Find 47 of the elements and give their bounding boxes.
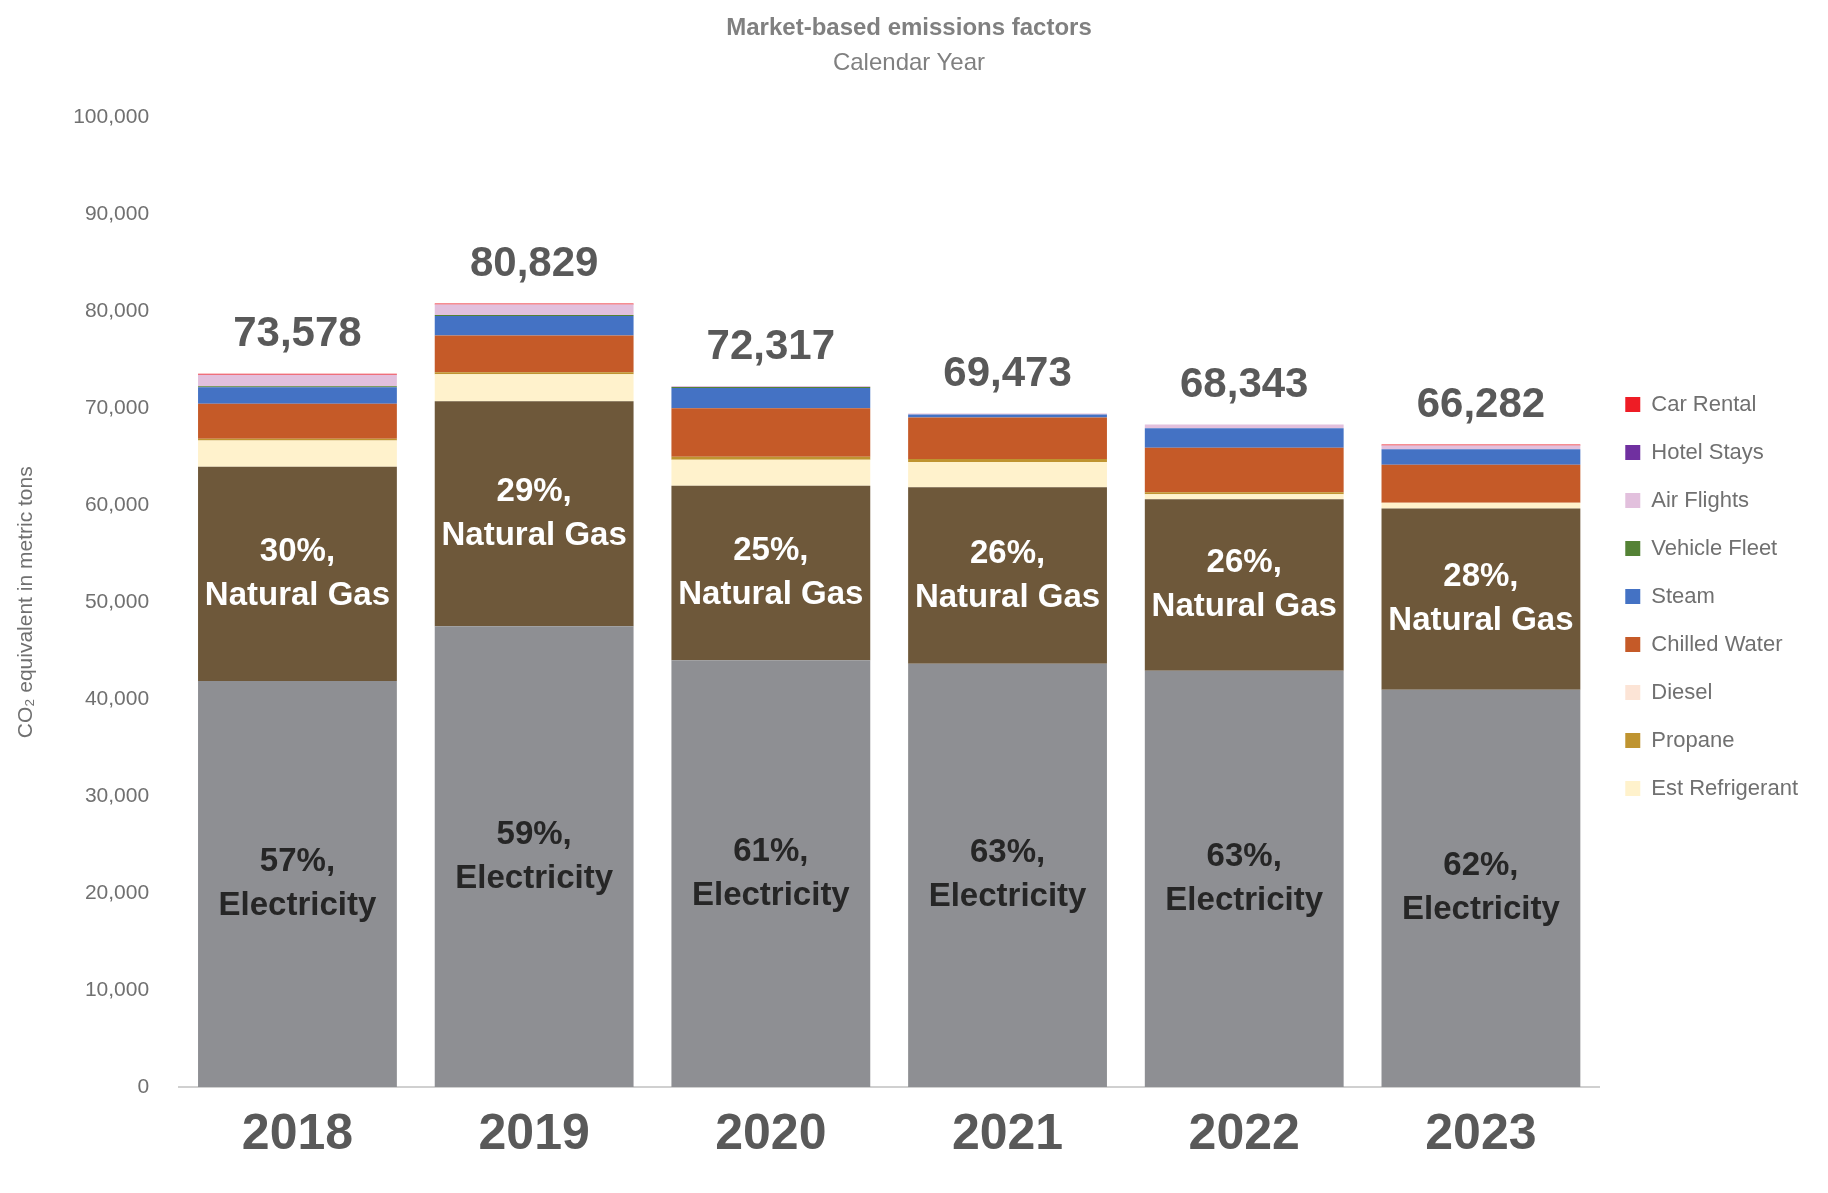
- y-tick-label: 90,000: [84, 201, 150, 225]
- annotation: 30%, Natural Gas: [204, 531, 391, 613]
- legend-label: Steam: [1651, 582, 1715, 608]
- y-tick-label: 60,000: [84, 492, 150, 516]
- chart-title: Market-based emissions factors: [726, 13, 1092, 41]
- total-label: 80,829: [469, 238, 599, 286]
- annotation: 62%, Electricity: [1402, 845, 1561, 927]
- annotation: 29%, Natural Gas: [441, 470, 627, 552]
- legend-label: Air Flights: [1651, 486, 1750, 512]
- legend-label: Hotel Stays: [1651, 438, 1764, 464]
- annotation: 28%, Natural Gas: [1388, 556, 1574, 638]
- total-label: 66,282: [1416, 379, 1546, 427]
- x-tick-label: 2022: [1188, 1103, 1300, 1160]
- x-tick-label: 2021: [951, 1103, 1064, 1160]
- x-tick-label: 2019: [478, 1103, 590, 1160]
- y-tick-label: 30,000: [84, 782, 150, 806]
- chart-subtitle: Calendar Year: [832, 47, 986, 75]
- y-tick-label: 50,000: [84, 589, 150, 613]
- x-tick-label: 2020: [715, 1103, 827, 1160]
- x-tick-label: 2018: [241, 1103, 354, 1160]
- legend-label: Propane: [1651, 726, 1735, 752]
- y-tick-label: 0: [137, 1073, 150, 1097]
- total-label: 69,473: [943, 348, 1072, 396]
- legend-label: Vehicle Fleet: [1651, 534, 1778, 560]
- legend-label: Car Rental: [1651, 390, 1757, 416]
- annotation: 63%, Electricity: [1165, 835, 1324, 917]
- x-tick-label: 2023: [1425, 1103, 1537, 1160]
- y-tick-label: 100,000: [73, 104, 150, 128]
- y-axis-title: CO₂ equivalent in metric tons: [13, 466, 37, 739]
- annotation: 59%, Electricity: [455, 813, 614, 895]
- legend-label: Est Refrigerant: [1651, 774, 1799, 800]
- annotation: 63%, Electricity: [928, 832, 1088, 914]
- annotation: 61%, Electricity: [691, 830, 851, 912]
- total-label: 68,343: [1180, 359, 1309, 407]
- y-tick-label: 20,000: [84, 879, 150, 903]
- legend-label: Diesel: [1651, 678, 1713, 704]
- y-tick-label: 80,000: [84, 298, 150, 322]
- annotation: 26%, Natural Gas: [914, 532, 1101, 614]
- y-tick-label: 40,000: [84, 686, 150, 710]
- y-tick-label: 70,000: [84, 395, 150, 419]
- annotation: 25%, Natural Gas: [678, 530, 864, 612]
- total-label: 72,317: [706, 320, 836, 368]
- annotation: 26%, Natural Gas: [1151, 542, 1337, 624]
- annotation: 57%, Electricity: [218, 841, 377, 923]
- y-tick-label: 10,000: [84, 976, 150, 1000]
- legend-label: Chilled Water: [1651, 630, 1783, 656]
- total-label: 73,578: [233, 308, 362, 356]
